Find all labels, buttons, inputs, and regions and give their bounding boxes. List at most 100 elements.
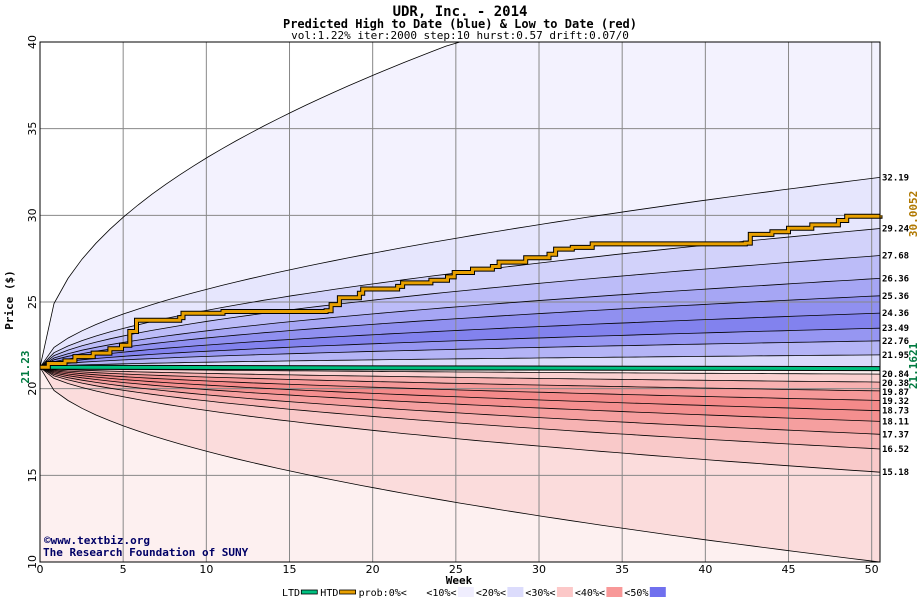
quantile-end-label-22.76: 22.76 xyxy=(882,337,909,347)
x-tick-label-30: 30 xyxy=(532,563,546,576)
x-tick-label-50: 50 xyxy=(865,563,879,576)
y-tick-label-20: 20 xyxy=(26,382,39,396)
quantile-end-label-19.32: 19.32 xyxy=(882,397,909,407)
quantile-line-3 xyxy=(39,255,881,368)
quantile-line-1 xyxy=(39,177,881,368)
legend-swatch-4 xyxy=(507,587,524,597)
legend-label-3: <10%< xyxy=(426,588,456,599)
x-tick-label-25: 25 xyxy=(449,563,463,576)
htd-line xyxy=(40,214,882,369)
quantile-end-label-25.36: 25.36 xyxy=(882,292,909,302)
legend-label-0: LTD xyxy=(282,588,300,599)
y-tick-label-35: 35 xyxy=(26,122,39,136)
quantile-line-16 xyxy=(39,366,881,435)
quantile-end-label-29.24: 29.24 xyxy=(882,225,910,235)
band-low-4 xyxy=(40,367,880,411)
x-tick-label-0: 0 xyxy=(37,563,44,576)
start-price-label: 21.23 xyxy=(19,350,32,383)
y-tick-label-10: 10 xyxy=(26,555,39,569)
x-tick-label-20: 20 xyxy=(366,563,380,576)
band-high-0 xyxy=(40,42,880,368)
legend-label-2: prob:0%< xyxy=(359,588,407,599)
quantile-lines xyxy=(39,41,881,563)
x-tick-label-15: 15 xyxy=(283,563,297,576)
quantile-end-label-16.52: 16.52 xyxy=(882,445,909,455)
legend-label-1: HTD xyxy=(320,588,338,599)
band-low-5 xyxy=(40,367,880,422)
simulation-params: vol:1.22% iter:2000 step:10 hurst:0.57 d… xyxy=(291,29,629,42)
band-high-outside xyxy=(40,42,880,368)
quantile-line-5 xyxy=(39,295,881,368)
quantile-end-labels: 32.19 29.24 27.68 26.36 25.36 24.36 23.49 22.76… xyxy=(882,173,910,478)
x-tick-label-5: 5 xyxy=(120,563,127,576)
band-high-3 xyxy=(40,255,880,368)
quantile-end-label-18.73: 18.73 xyxy=(882,407,909,417)
band-low-2 xyxy=(40,367,880,391)
band-high-2 xyxy=(40,228,880,368)
legend-swatch-0 xyxy=(300,589,318,595)
band-high-8 xyxy=(40,340,880,368)
quantile-end-label-17.37: 17.37 xyxy=(882,430,909,440)
quantile-line-15 xyxy=(39,366,881,422)
x-tick-label-35: 35 xyxy=(615,563,629,576)
chart-title: UDR, Inc. - 2014 xyxy=(393,4,528,20)
ltd-value-label: 21.1621 xyxy=(907,342,920,389)
legend-swatch-5 xyxy=(556,587,573,597)
quantile-end-label-20.38: 20.38 xyxy=(882,379,909,389)
band-low-outside xyxy=(40,367,880,562)
band-low-3 xyxy=(40,367,880,401)
quantile-end-label-15.18: 15.18 xyxy=(882,468,909,478)
x-tick-label-10: 10 xyxy=(199,563,213,576)
band-high-7 xyxy=(40,328,880,368)
ltd-line xyxy=(39,365,881,371)
quantile-end-label-20.84: 20.84 xyxy=(882,370,910,380)
band-high-9 xyxy=(40,354,880,368)
credit-website: ©www.textbiz.org xyxy=(44,534,150,547)
legend-swatch-1 xyxy=(339,589,357,595)
y-axis-label: Price ($) xyxy=(3,270,16,330)
quantile-line-14 xyxy=(39,366,881,412)
quantile-end-label-19.87: 19.87 xyxy=(882,388,909,398)
quantile-line-17 xyxy=(39,366,881,450)
legend-swatch-6 xyxy=(606,587,623,597)
series-lines xyxy=(39,213,883,372)
band-high-5 xyxy=(40,295,880,368)
quantile-line-9 xyxy=(39,354,881,368)
y-tick-label-30: 30 xyxy=(26,208,39,222)
y-tick-label-25: 25 xyxy=(26,295,39,309)
chart-subtitle: Predicted High to Date (blue) & Low to D… xyxy=(283,17,637,31)
quantile-line-13 xyxy=(39,366,881,401)
quantile-line-4 xyxy=(39,278,881,368)
x-tick-label-40: 40 xyxy=(698,563,712,576)
band-low-7 xyxy=(40,367,880,449)
quantile-end-label-24.36: 24.36 xyxy=(882,309,909,319)
legend-swatch-7 xyxy=(649,587,666,597)
quantile-line-7 xyxy=(39,327,881,368)
axis-ticks: 0 5 10 15 20 25 30 35 40 45 50 10 15 20 25 30 35 40 xyxy=(26,35,879,576)
band-low-1 xyxy=(40,367,880,383)
band-low-6 xyxy=(40,367,880,435)
htd-value-label: 30.0052 xyxy=(907,191,920,237)
legend: LTD HTD prob:0%< <10%< <20%< <30%< <40%< <50% xyxy=(282,587,666,599)
band-low-8 xyxy=(40,367,880,473)
quantile-end-label-21.95: 21.95 xyxy=(882,351,909,361)
x-tick-label-45: 45 xyxy=(782,563,796,576)
quantile-line-6 xyxy=(39,312,881,368)
legend-label-6: <40%< xyxy=(575,588,605,599)
plot-border xyxy=(39,41,881,563)
band-low-9 xyxy=(40,367,880,562)
quantile-end-label-27.68: 27.68 xyxy=(882,252,909,262)
legend-label-7: <50% xyxy=(624,588,648,599)
legend-swatch-2 xyxy=(408,587,425,597)
credit-foundation: The Research Foundation of SUNY xyxy=(43,546,249,559)
quantile-line-11 xyxy=(39,366,881,383)
quantile-line-8 xyxy=(39,340,881,368)
quantile-line-12 xyxy=(39,366,881,392)
y-tick-label-40: 40 xyxy=(26,35,39,49)
quantile-end-label-18.11: 18.11 xyxy=(882,417,909,427)
band-high-4 xyxy=(40,278,880,368)
legend-label-4: <20%< xyxy=(476,588,506,599)
y-tick-label-15: 15 xyxy=(26,468,39,482)
quantile-end-label-23.49: 23.49 xyxy=(882,324,909,334)
